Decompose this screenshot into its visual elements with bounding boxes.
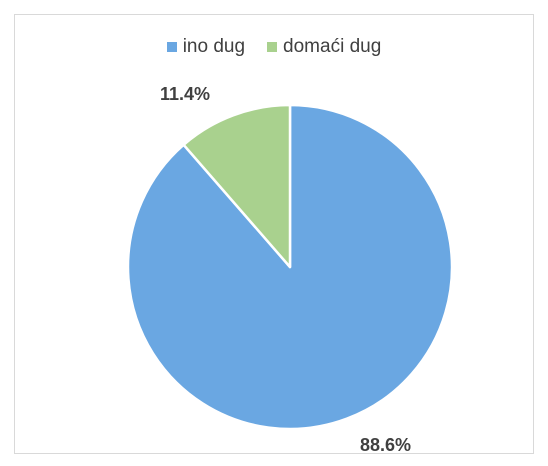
legend-item-domaci-dug: domaći dug	[267, 36, 381, 58]
legend-item-ino-dug: ino dug	[166, 36, 246, 58]
data-label-ino-dug: 88.6%	[360, 435, 411, 455]
legend-swatch-ino-dug	[166, 42, 177, 52]
legend-label-ino-dug: ino dug	[182, 36, 246, 57]
legend-label-domaci-dug: domaći dug	[283, 36, 382, 57]
slice-ino-dug	[126, 103, 454, 431]
chart-legend: ino dug domaći dug	[0, 36, 548, 58]
slice-domaci-dug	[182, 103, 292, 269]
legend-swatch-domaci-dug	[267, 42, 278, 52]
data-label-domaci-dug: 11.4%	[160, 84, 210, 104]
pie-slices	[126, 103, 454, 431]
